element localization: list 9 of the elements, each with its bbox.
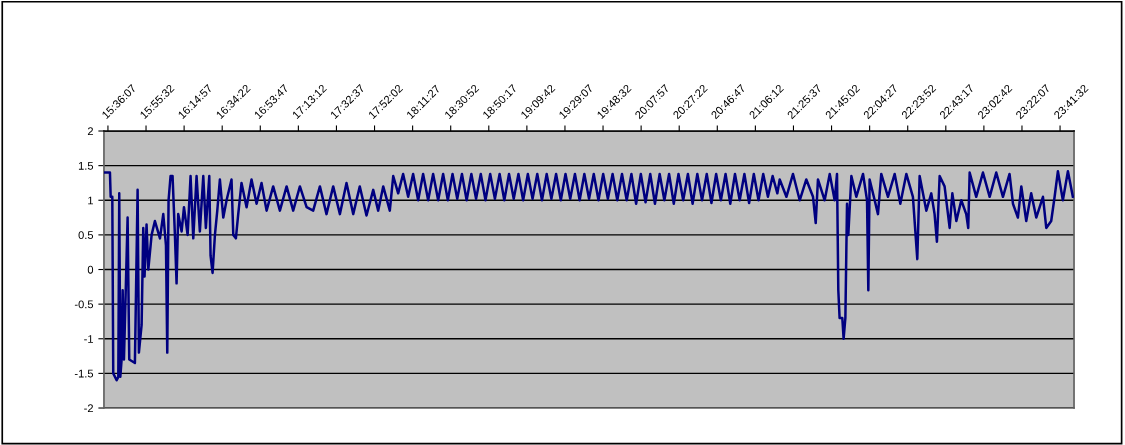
y-tick-label: -0.5 xyxy=(74,300,94,309)
y-tick-label: 0 xyxy=(87,265,94,274)
y-tick-label: -1 xyxy=(84,335,93,343)
y-tick-label: -1.5 xyxy=(74,369,94,378)
y-tick-label: -2 xyxy=(84,404,93,413)
y-tick-label: 0.5 xyxy=(78,231,94,240)
y-tick-label: 1 xyxy=(88,196,93,205)
y-tick-label: 2 xyxy=(87,127,93,136)
y-tick-label: 1.5 xyxy=(78,162,94,170)
